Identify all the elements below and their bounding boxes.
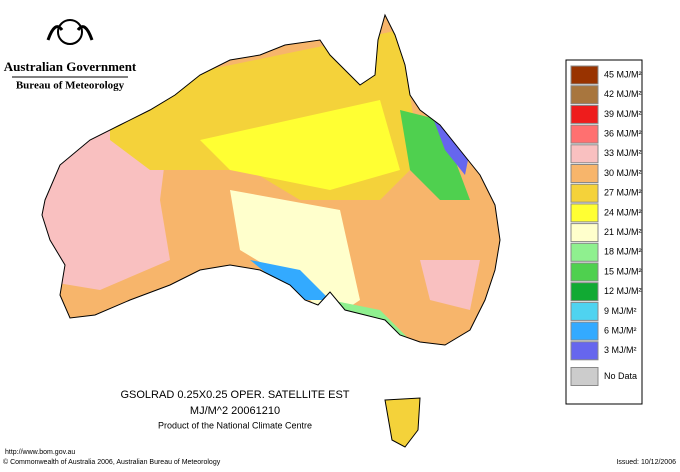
- tasmania: [384, 397, 421, 448]
- footer-url: http://www.bom.gov.au: [5, 449, 75, 456]
- legend-swatch: [570, 203, 599, 223]
- footer-copyright: © Commonwealth of Australia 2006, Austra…: [3, 458, 221, 466]
- map-caption: Product of the National Climate Centre: [158, 420, 312, 430]
- legend-swatch: [570, 301, 599, 321]
- logo-crest: [46, 19, 94, 45]
- legend-swatch: [570, 144, 599, 164]
- legend-label: No Data: [604, 371, 637, 381]
- legend-label: 9 MJ/M²: [604, 306, 637, 316]
- legend-swatch: [570, 104, 599, 124]
- legend-swatch: [570, 183, 599, 203]
- legend-label: 21 MJ/M²: [604, 227, 642, 237]
- legend-label: 45 MJ/M²: [604, 69, 642, 79]
- legend-label: 30 MJ/M²: [604, 168, 642, 178]
- map-area: [42, 15, 500, 345]
- legend-label: 6 MJ/M²: [604, 325, 637, 335]
- agency-subtitle: Bureau of Meteorology: [16, 80, 125, 92]
- footer-issued: Issued: 10/12/2006: [616, 459, 676, 466]
- legend-label: 24 MJ/M²: [604, 207, 642, 217]
- legend-swatch: [570, 164, 599, 183]
- legend-label: 42 MJ/M²: [604, 89, 642, 99]
- legend-swatch: [570, 282, 599, 302]
- legend-swatch: [570, 242, 599, 262]
- map-caption: GSOLRAD 0.25X0.25 OPER. SATELLITE EST: [120, 389, 349, 401]
- legend-label: 3 MJ/M²: [604, 345, 637, 355]
- legend-swatch: [570, 321, 599, 341]
- legend-swatch: [570, 262, 599, 282]
- legend-label: 36 MJ/M²: [604, 128, 642, 138]
- legend-swatch: [570, 85, 599, 105]
- legend-label: 12 MJ/M²: [604, 286, 642, 296]
- legend-label: 15 MJ/M²: [604, 266, 642, 276]
- legend-label: 27 MJ/M²: [604, 188, 642, 198]
- legend-swatch: [570, 124, 599, 144]
- legend: 45 MJ/M² 42 MJ/M² 39 MJ/M² 36 MJ/M² 33 MJ/M²…: [570, 65, 642, 386]
- legend-label: 39 MJ/M²: [604, 109, 642, 119]
- legend-label: 18 MJ/M²: [604, 247, 642, 257]
- legend-label: 33 MJ/M²: [604, 148, 642, 158]
- agency-title: Australian Government: [4, 59, 137, 74]
- legend-swatch: [570, 367, 599, 386]
- legend-swatch: [570, 65, 599, 85]
- legend-swatch: [570, 341, 599, 361]
- legend-swatch: [570, 223, 599, 243]
- map-caption: MJ/M^2 20061210: [190, 405, 280, 417]
